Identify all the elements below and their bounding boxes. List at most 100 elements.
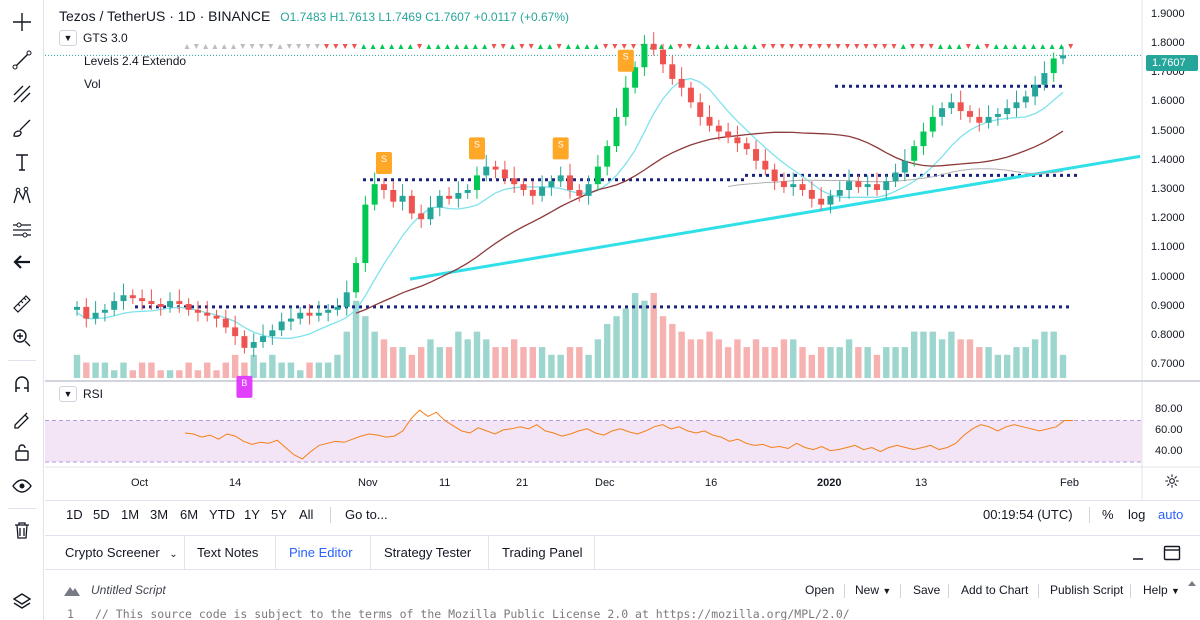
range-6m[interactable]: 6M: [180, 507, 199, 522]
price-tick-label: 1.6000: [1151, 95, 1185, 108]
signal-marker: [472, 44, 478, 49]
marker-label: S: [623, 52, 629, 62]
save-script-button[interactable]: Save: [913, 583, 941, 597]
volume-bar: [399, 347, 406, 378]
tab-strategy-tester[interactable]: Strategy Tester: [384, 545, 472, 560]
candle-body: [836, 190, 843, 196]
volume-bar: [836, 347, 843, 378]
tab-trading-panel[interactable]: Trading Panel: [502, 545, 583, 560]
trend-line-icon[interactable]: [0, 44, 44, 76]
range-5y[interactable]: 5Y: [271, 507, 287, 522]
help-button[interactable]: Help ▼: [1143, 583, 1180, 597]
chart-canvas[interactable]: B S S S S: [45, 0, 1200, 500]
range-1m[interactable]: 1M: [121, 507, 140, 522]
volume-bar: [315, 362, 323, 378]
minimize-panel-icon[interactable]: [1131, 547, 1145, 561]
volume-bar: [362, 316, 369, 378]
range-1d[interactable]: 1D: [66, 507, 83, 522]
eye-icon[interactable]: [0, 470, 44, 502]
candle-body: [241, 336, 248, 348]
candle-body: [120, 295, 127, 302]
range-3m[interactable]: 3M: [150, 507, 169, 522]
volume-bar: [771, 347, 778, 378]
candle-body: [222, 318, 229, 328]
signal-marker: [686, 44, 692, 49]
candle-body: [632, 67, 639, 88]
brush-icon[interactable]: [0, 112, 44, 144]
candle-body: [808, 190, 815, 199]
volume-bar: [436, 347, 443, 378]
signal-marker: [993, 44, 999, 49]
indicator-gts[interactable]: ▼ GTS 3.0: [59, 30, 128, 46]
symbol-title[interactable]: Tezos / TetherUS · 1D · BINANCE: [59, 8, 271, 24]
maximize-panel-icon[interactable]: [1163, 545, 1181, 561]
unlock-icon[interactable]: [0, 436, 44, 468]
candle-body: [427, 207, 434, 220]
log-scale-button[interactable]: log: [1128, 507, 1146, 522]
percent-scale-button[interactable]: %: [1102, 507, 1114, 522]
script-title[interactable]: Untitled Script: [91, 583, 166, 597]
zoom-in-icon[interactable]: [0, 322, 44, 354]
lock-drawings-icon[interactable]: [0, 402, 44, 434]
layers-icon[interactable]: [0, 586, 44, 618]
candle-body: [464, 190, 471, 193]
chart-pane[interactable]: B S S S S Tezos / TetherUS · 1D · BINANCE O1…: [45, 0, 1200, 500]
indicator-rsi[interactable]: ▼ RSI: [59, 386, 103, 402]
chevron-down-icon[interactable]: ▼: [59, 30, 77, 46]
indicator-vol[interactable]: Vol: [84, 77, 101, 91]
signal-marker: [1030, 44, 1036, 49]
signal-marker: [463, 44, 469, 49]
trash-icon[interactable]: [0, 514, 44, 546]
caret-down-icon: ▼: [1171, 586, 1180, 596]
chart-settings-icon[interactable]: [1164, 473, 1180, 489]
range-all[interactable]: All: [299, 507, 314, 522]
candle-body: [1060, 55, 1066, 59]
volume-bar: [790, 339, 797, 378]
auto-scale-button[interactable]: auto: [1158, 507, 1184, 522]
back-arrow-icon[interactable]: [0, 246, 44, 278]
cloud-line-slow: [355, 130, 1064, 314]
new-script-label: New: [855, 583, 880, 597]
range-ytd[interactable]: YTD: [209, 507, 235, 522]
tab-crypto-screener[interactable]: Crypto Screener ⌄: [53, 536, 190, 570]
chevron-down-icon[interactable]: ▼: [59, 386, 77, 402]
open-value: O1.7483: [280, 10, 327, 24]
code-text[interactable]: // This source code is subject to the te…: [95, 607, 850, 620]
signal-marker: [751, 44, 757, 49]
candle-body: [576, 190, 583, 196]
open-script-button[interactable]: Open: [805, 583, 835, 597]
crosshair-icon[interactable]: [0, 6, 44, 38]
text-tool-icon[interactable]: [0, 146, 44, 178]
volume-bar: [1041, 331, 1048, 378]
goto-button[interactable]: Go to...: [345, 507, 388, 522]
volume-bar: [269, 354, 276, 378]
code-editor[interactable]: 1 // This source code is subject to the …: [45, 607, 1200, 620]
signal-marker: [305, 44, 311, 49]
volume-bar: [510, 339, 518, 378]
range-5d[interactable]: 5D: [93, 507, 110, 522]
tab-pine-editor[interactable]: Pine Editor: [289, 545, 353, 560]
volume-bar: [659, 316, 667, 378]
volume-bar: [622, 308, 630, 378]
volume-bar: [111, 370, 118, 378]
candle-body: [492, 166, 499, 170]
candle-body: [873, 184, 880, 190]
chevron-down-icon[interactable]: ⌄: [169, 549, 178, 560]
magnet-icon[interactable]: [0, 368, 44, 400]
signal-marker: [268, 44, 274, 49]
add-to-chart-button[interactable]: Add to Chart: [961, 583, 1029, 597]
new-script-button[interactable]: New ▼: [855, 583, 891, 597]
price-tick-label: 1.2000: [1151, 212, 1185, 225]
volume-bar: [213, 370, 220, 378]
utc-clock[interactable]: 00:19:54 (UTC): [983, 507, 1073, 522]
signal-marker: [258, 44, 264, 49]
prediction-icon[interactable]: [0, 214, 44, 246]
ruler-icon[interactable]: [0, 288, 44, 320]
fib-retracement-icon[interactable]: [0, 78, 44, 110]
publish-script-button[interactable]: Publish Script: [1050, 583, 1124, 597]
pattern-icon[interactable]: [0, 180, 44, 212]
scroll-up-icon[interactable]: [1188, 578, 1196, 602]
indicator-levels[interactable]: Levels 2.4 Extendo: [84, 54, 186, 68]
tab-text-notes[interactable]: Text Notes: [197, 545, 259, 560]
range-1y[interactable]: 1Y: [244, 507, 260, 522]
